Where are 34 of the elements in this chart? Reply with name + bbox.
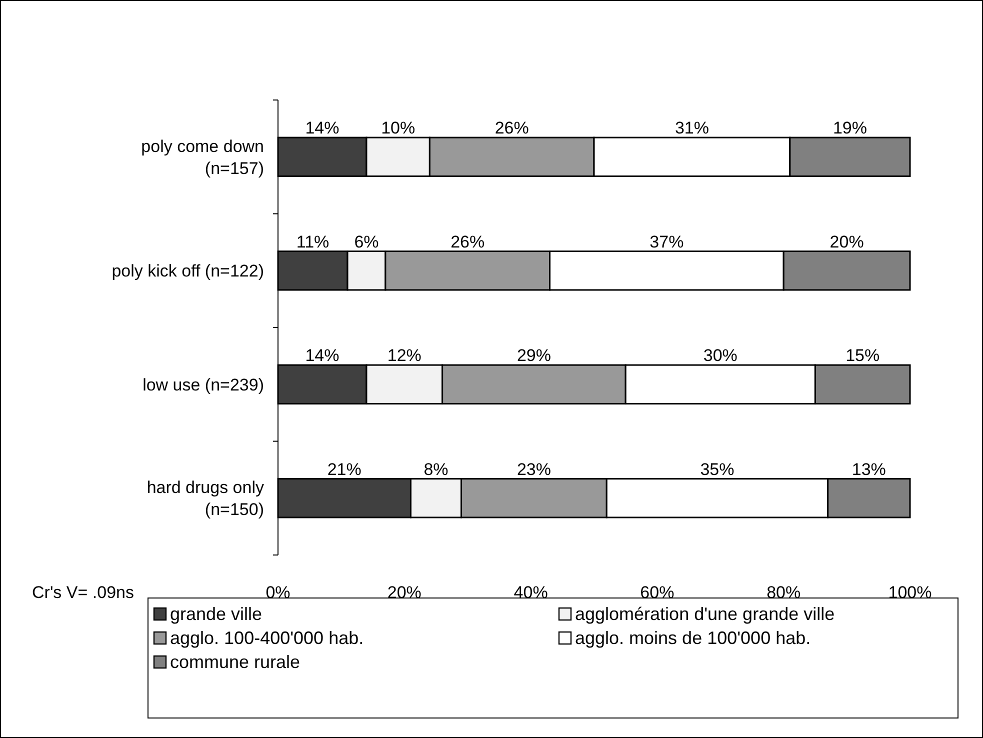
- x-tick-label: 80%: [766, 583, 801, 602]
- data-label: 14%: [305, 346, 340, 366]
- data-label: 14%: [305, 118, 340, 138]
- data-label: 11%: [296, 232, 330, 252]
- data-label: 26%: [450, 232, 485, 252]
- data-label: 8%: [424, 460, 448, 479]
- data-label: 10%: [381, 118, 416, 138]
- legend-label: grande ville: [170, 604, 262, 624]
- legend-label: agglo. moins de 100'000 hab.: [575, 628, 811, 648]
- data-label: 13%: [852, 460, 886, 479]
- data-label: 21%: [327, 460, 362, 479]
- data-label: 23%: [516, 460, 551, 479]
- data-label: 35%: [700, 460, 734, 479]
- legend-label: agglomération d'une grande ville: [575, 604, 835, 624]
- data-label: 6%: [354, 232, 379, 252]
- x-tick-label: 60%: [640, 583, 674, 602]
- data-label: 19%: [832, 118, 867, 138]
- data-label: 20%: [830, 232, 864, 252]
- y-tick-label: hard drugs only (n=150): [146, 478, 264, 520]
- y-tick-label: low use (n=239): [142, 375, 264, 394]
- data-label: 12%: [387, 346, 422, 366]
- data-label: 15%: [846, 346, 880, 366]
- data-label: 30%: [703, 346, 738, 366]
- x-tick-label: 0%: [266, 583, 290, 602]
- data-label: 26%: [494, 118, 529, 138]
- x-tick-label: 40%: [514, 583, 548, 602]
- legend-label: commune rurale: [170, 652, 300, 672]
- y-tick-label: poly come down (n=157): [141, 136, 264, 178]
- data-label: 37%: [650, 232, 684, 252]
- y-tick-label: poly kick off (n=122): [112, 262, 264, 281]
- data-label: 31%: [674, 118, 709, 138]
- text: Cr's V= .09ns: [32, 583, 134, 602]
- legend-label: agglo. 100-400'000 hab.: [170, 628, 364, 648]
- data-label: 29%: [516, 346, 551, 366]
